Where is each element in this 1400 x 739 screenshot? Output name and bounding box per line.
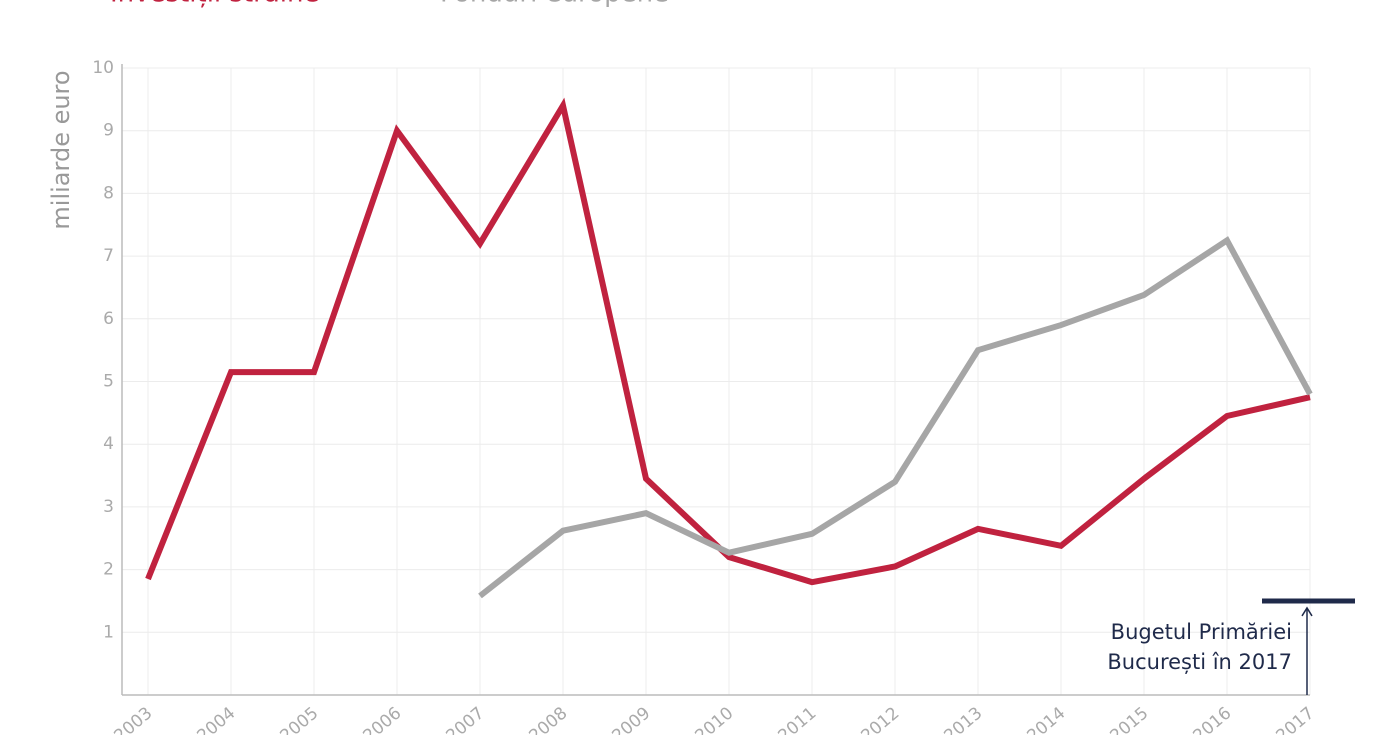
y-tick-label: 2 xyxy=(103,560,114,580)
y-tick-label: 3 xyxy=(103,497,114,517)
x-tick-label: 2016 xyxy=(1189,703,1235,735)
x-tick-label: 2014 xyxy=(1023,703,1069,735)
annotation-arrowhead xyxy=(1301,606,1313,617)
y-tick-label: 6 xyxy=(103,309,114,329)
y-tick-label: 9 xyxy=(103,121,114,141)
y-tick-label: 4 xyxy=(103,434,114,454)
x-tick-label: 2008 xyxy=(525,703,571,735)
y-tick-label: 5 xyxy=(103,372,114,392)
y-tick-label: 10 xyxy=(92,58,114,78)
x-tick-label: 2003 xyxy=(110,703,156,735)
y-tick-label: 8 xyxy=(103,183,114,203)
x-tick-label: 2009 xyxy=(608,703,654,735)
x-tick-label: 2010 xyxy=(691,703,737,735)
y-tick-label: 1 xyxy=(103,622,114,642)
x-tick-label: 2006 xyxy=(359,703,405,735)
y-axis-label: miliarde euro xyxy=(47,70,75,229)
x-tick-label: 2012 xyxy=(857,703,903,735)
x-tick-label: 2011 xyxy=(774,703,820,735)
series-line xyxy=(145,97,1311,586)
annotation-text: București în 2017 xyxy=(1107,650,1292,674)
series-line xyxy=(478,236,1313,599)
x-tick-label: 2015 xyxy=(1106,703,1152,735)
legend-label: Investiții străine xyxy=(110,0,319,9)
x-tick-label: 2004 xyxy=(193,703,239,735)
x-tick-label: 2017 xyxy=(1272,703,1318,735)
y-tick-label: 7 xyxy=(103,246,114,266)
x-tick-label: 2005 xyxy=(276,703,322,735)
x-tick-label: 2007 xyxy=(442,703,488,735)
x-tick-label: 2013 xyxy=(940,703,986,735)
legend-label: Fonduri europene xyxy=(440,0,669,9)
annotation-text: Bugetul Primăriei xyxy=(1111,620,1292,644)
